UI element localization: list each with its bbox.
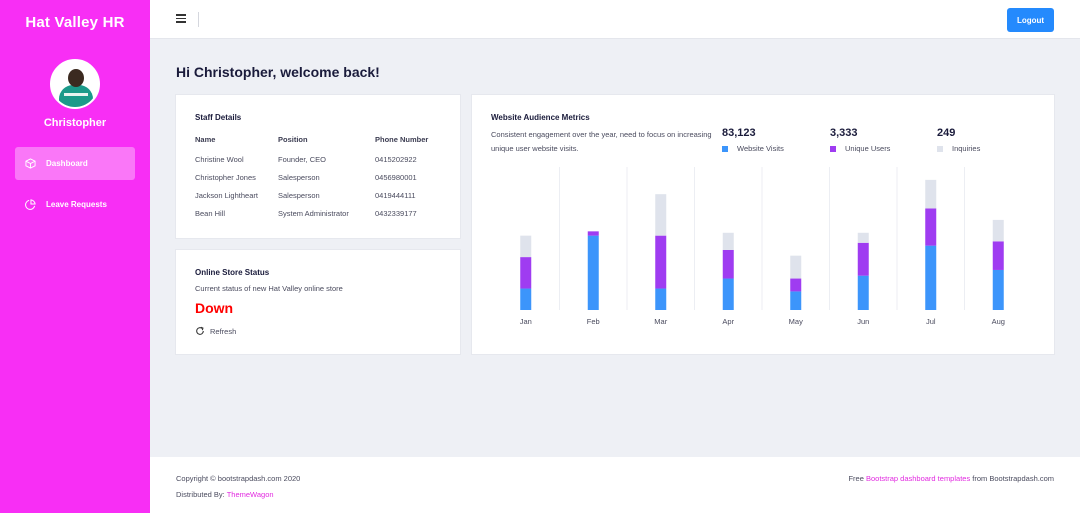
stat-label: Unique Users xyxy=(845,144,891,153)
bar-jun-unique-users[interactable] xyxy=(857,242,869,276)
bar-apr-website-visits[interactable] xyxy=(722,278,734,310)
hamburger-menu-icon[interactable] xyxy=(176,14,186,24)
username: Christopher xyxy=(43,117,107,129)
stat-value: 3,333 xyxy=(830,127,858,139)
table-cell: Salesperson xyxy=(278,191,320,200)
footer: Copyright © bootstrapdash.com 2020 Distr… xyxy=(150,457,1080,513)
card-title: Website Audience Metrics xyxy=(491,113,590,122)
table-cell: Salesperson xyxy=(278,173,320,182)
pie-chart-icon xyxy=(24,199,36,211)
metrics-description: Consistent engagement over the year, nee… xyxy=(491,130,712,153)
sidebar-nav: Dashboard Leave Requests xyxy=(0,147,150,221)
footer-copyright: Copyright © bootstrapdash.com 2020 xyxy=(176,474,301,483)
table-cell: Christopher Jones xyxy=(195,173,256,182)
store-status-card: Online Store Status Current status of ne… xyxy=(175,249,461,355)
store-status-description: Current status of new Hat Valley online … xyxy=(195,284,343,293)
sidebar-item-leave-requests[interactable]: Leave Requests xyxy=(15,188,135,221)
legend-swatch xyxy=(830,145,836,152)
card-title: Staff Details xyxy=(195,113,242,122)
table-cell: 0456980001 xyxy=(375,173,417,182)
avatar[interactable] xyxy=(50,59,100,109)
table-cell: 0432339177 xyxy=(375,209,417,218)
sidebar-item-label: Leave Requests xyxy=(46,200,107,209)
bar-mar-inquiries[interactable] xyxy=(655,194,667,236)
table-cell: 0419444111 xyxy=(375,191,416,200)
bar-apr-unique-users[interactable] xyxy=(722,249,734,279)
bar-jul-website-visits[interactable] xyxy=(925,245,937,310)
templates-link[interactable]: Bootstrap dashboard templates xyxy=(865,474,971,483)
stat-value: 83,123 xyxy=(722,127,756,139)
bar-mar-website-visits[interactable] xyxy=(655,288,667,310)
bar-jul-unique-users[interactable] xyxy=(925,208,937,246)
column-header: Phone Number xyxy=(375,135,429,144)
stat-unique-users: 3,333 Unique Users xyxy=(830,127,890,153)
staff-details-card: Staff Details Name Position Phone Number… xyxy=(175,94,461,239)
sidebar: Hat Valley HR Christopher Dashboard Leav… xyxy=(0,0,150,513)
bar-aug-website-visits[interactable] xyxy=(992,269,1004,310)
brand-title[interactable]: Hat Valley HR xyxy=(25,14,125,31)
top-navbar: Logout xyxy=(150,0,1080,39)
table-row: Bean Hill System Administrator 043233917… xyxy=(195,209,436,227)
table-row: Jackson Lightheart Salesperson 041944411… xyxy=(195,191,436,209)
column-header: Name xyxy=(195,135,216,144)
bar-jun-website-visits[interactable] xyxy=(857,275,869,310)
footer-right: Free Bootstrap dashboard templates from … xyxy=(848,474,1054,483)
table-cell: 0415202922 xyxy=(375,155,417,164)
bar-may-website-visits[interactable] xyxy=(790,291,802,310)
audience-metrics-card: Website Audience Metrics Consistent enga… xyxy=(471,94,1055,355)
themewagon-link[interactable]: ThemeWagon xyxy=(226,490,274,499)
table-cell: Jackson Lightheart xyxy=(195,191,258,200)
bar-apr-inquiries[interactable] xyxy=(722,232,734,250)
x-tick-label: Jan xyxy=(520,317,532,326)
table-cell: System Administrator xyxy=(278,209,349,218)
table-row: Christopher Jones Salesperson 0456980001 xyxy=(195,173,436,191)
bar-aug-inquiries[interactable] xyxy=(992,219,1004,242)
x-tick-label: Aug xyxy=(992,317,1005,326)
refresh-label: Refresh xyxy=(210,326,237,336)
stat-value: 249 xyxy=(937,127,956,139)
table-cell: Christine Wool xyxy=(195,155,244,164)
x-tick-label: Feb xyxy=(587,317,600,326)
sidebar-item-dashboard[interactable]: Dashboard xyxy=(15,147,135,180)
bar-may-inquiries[interactable] xyxy=(790,255,802,279)
staff-table: Name Position Phone Number Christine Woo… xyxy=(195,135,436,227)
bar-jan-unique-users[interactable] xyxy=(520,257,532,289)
legend-swatch xyxy=(937,145,943,152)
bar-jul-inquiries[interactable] xyxy=(925,179,937,209)
audience-bar-chart: Jan Feb Mar Apr May Jun Jul Aug xyxy=(520,167,1005,326)
refresh-icon xyxy=(195,326,205,336)
bar-aug-unique-users[interactable] xyxy=(992,241,1004,270)
sidebar-item-label: Dashboard xyxy=(46,159,88,168)
stat-inquiries: 249 Inquiries xyxy=(937,127,980,153)
bar-jan-website-visits[interactable] xyxy=(520,288,532,310)
footer-distributed: Distributed By: ThemeWagon xyxy=(176,490,274,499)
stat-website-visits: 83,123 Website Visits xyxy=(722,127,784,153)
x-tick-label: Jun xyxy=(857,317,869,326)
refresh-button[interactable]: Refresh xyxy=(195,326,236,336)
cube-icon xyxy=(24,158,36,170)
bar-feb-website-visits[interactable] xyxy=(587,235,599,310)
table-cell: Bean Hill xyxy=(195,209,226,218)
x-tick-label: Apr xyxy=(722,317,734,326)
page-title: Hi Christopher, welcome back! xyxy=(176,64,380,80)
bar-jun-inquiries[interactable] xyxy=(857,232,869,243)
legend-swatch xyxy=(722,145,728,152)
logout-button[interactable]: Logout xyxy=(1007,8,1054,32)
bar-mar-unique-users[interactable] xyxy=(655,235,667,289)
column-header: Position xyxy=(278,135,308,144)
stat-label: Website Visits xyxy=(737,144,784,153)
x-tick-label: May xyxy=(789,317,803,326)
store-status-value: Down xyxy=(195,300,234,316)
bar-feb-unique-users[interactable] xyxy=(587,231,599,236)
x-tick-label: Mar xyxy=(654,317,667,326)
table-row: Christine Wool Founder, CEO 0415202922 xyxy=(195,155,436,173)
x-tick-label: Jul xyxy=(926,317,936,326)
stat-label: Inquiries xyxy=(952,144,981,153)
bar-may-unique-users[interactable] xyxy=(790,278,802,292)
card-title: Online Store Status xyxy=(195,268,270,277)
table-cell: Founder, CEO xyxy=(278,155,326,164)
navbar-divider xyxy=(198,12,199,27)
bar-jan-inquiries[interactable] xyxy=(520,235,532,258)
